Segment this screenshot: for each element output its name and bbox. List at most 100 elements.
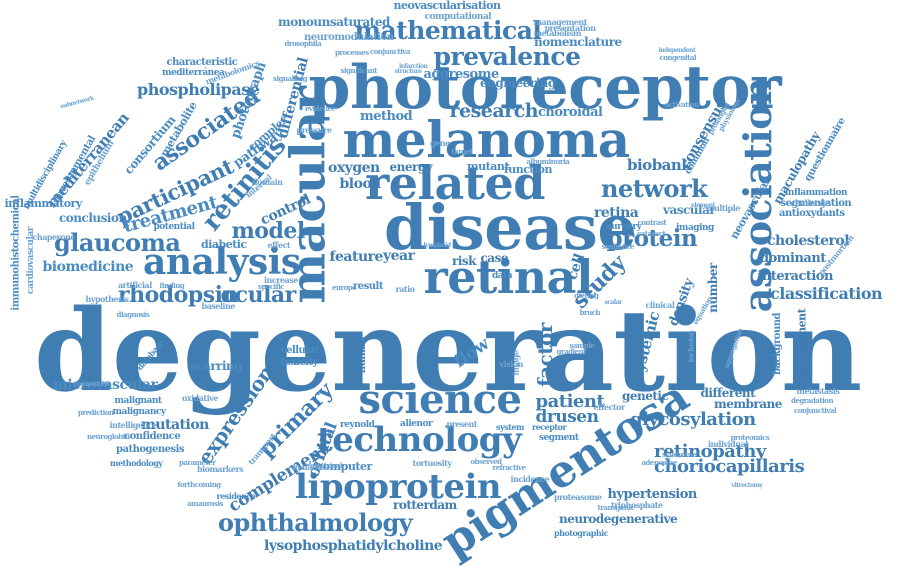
- word-inclusion: inclusion: [686, 330, 696, 362]
- word-conclusion: conclusion: [59, 211, 127, 225]
- word-protein: protein: [606, 224, 698, 252]
- word-contrast: contrast: [637, 217, 667, 227]
- word-cholesterol: cholesterol: [767, 233, 850, 249]
- word-aggresome: aggresome: [423, 66, 500, 82]
- word-science: science: [358, 376, 522, 423]
- word-classification: classification: [770, 284, 883, 303]
- word-cataract: cataract: [637, 228, 666, 238]
- word-vision: vision: [499, 359, 524, 369]
- word-result: result: [353, 281, 383, 292]
- word-observed: observed: [470, 456, 503, 466]
- word-vitrectomy: vitrectomy: [731, 482, 763, 489]
- word-proteasome: proteasome: [554, 492, 602, 502]
- word-rotterdam: rotterdam: [393, 498, 457, 512]
- word-interaction: interaction: [757, 268, 834, 284]
- word-maladies: maladies: [292, 462, 329, 472]
- word-patient: patient: [535, 391, 605, 412]
- word-clinical: clinical: [645, 300, 675, 310]
- word-specific: specific: [258, 281, 285, 291]
- word-signalling: signalling: [273, 73, 308, 83]
- word-scalar: scalar: [604, 299, 623, 306]
- word-methodology: methodology: [110, 458, 163, 468]
- word-proteomics: proteomics: [730, 432, 770, 442]
- word-presentation: presentation: [544, 23, 597, 33]
- word-computer: computer: [316, 459, 373, 473]
- word-system: system: [496, 422, 524, 432]
- word-different: different: [700, 386, 756, 400]
- word-bruch: bruch: [579, 307, 601, 317]
- word-confidence: confidence: [124, 431, 181, 442]
- word-mathematical: mathematical: [354, 15, 542, 45]
- word-neurodegenerative: neurodegenerative: [559, 512, 678, 526]
- word-prevalence: prevalence: [433, 41, 582, 71]
- word-lymphoid: lymphoid: [423, 242, 452, 249]
- word-biomarkers: biomarkers: [197, 464, 244, 474]
- word-incidence: incidence: [510, 474, 550, 484]
- word-artificial: artificial: [118, 280, 152, 290]
- word-computational: computational: [424, 11, 492, 22]
- word-congenital: congenital: [659, 52, 697, 62]
- word-retinal: retinal: [423, 250, 594, 304]
- word-receptor: receptor: [532, 422, 567, 432]
- word-microvascular: microvascular: [53, 377, 158, 393]
- word-mutant: mutant: [467, 159, 509, 173]
- word-neovascularisation: neovascularisation: [393, 0, 501, 12]
- word-ratio: ratio: [395, 284, 415, 294]
- word-blood: blood: [339, 176, 382, 192]
- word-glaucoma: glaucoma: [54, 228, 181, 257]
- word-infarction: infarction: [399, 63, 428, 70]
- word-adenosine: adenosine: [641, 457, 678, 467]
- word-engineering: engineering: [480, 76, 556, 90]
- word-sequence: sequence: [601, 241, 635, 251]
- word-management: management: [533, 17, 588, 27]
- word-human: human: [357, 336, 369, 374]
- word-domain: domain: [252, 177, 283, 187]
- word-membrane: membrane: [714, 397, 782, 411]
- word-method: method: [360, 108, 413, 124]
- word-pathogenesis: pathogenesis: [116, 444, 185, 455]
- word-drosophila: drosophila: [284, 38, 322, 48]
- word-nomenclature: nomenclature: [534, 35, 622, 49]
- word-albuminuria: albuminuria: [526, 156, 570, 166]
- word-gene: gene: [430, 138, 450, 148]
- word-neuromodulation: neuromodulation: [304, 32, 394, 43]
- word-toxicity: toxicity: [280, 357, 319, 368]
- word-cellular: cellular: [280, 345, 320, 356]
- word-gradient: gradient: [556, 346, 587, 356]
- word-choriocapillaris: choriocapillaris: [654, 456, 805, 477]
- word-dieting: dieting: [574, 290, 599, 300]
- word-electrical: electrical: [310, 460, 342, 470]
- word-amaurosis: amaurosis: [187, 498, 223, 508]
- word-vascular: vascular: [663, 203, 716, 217]
- word-rhodopsin: rhodopsin: [118, 282, 238, 308]
- word-antioxydants: antioxydants: [779, 208, 845, 219]
- word-energy: energy: [389, 160, 433, 174]
- word-sample: sample: [569, 340, 595, 350]
- word-inflammatory: inflammatory: [4, 196, 83, 210]
- word-drusen: drusen: [535, 406, 599, 427]
- word-case: case: [480, 251, 509, 265]
- word-melanoma: melanoma: [342, 110, 631, 169]
- word-feature: feature: [329, 249, 384, 265]
- word-oxidative: oxidative: [182, 393, 218, 403]
- word-competition: competition: [74, 381, 110, 388]
- word-immunohistochemical: immunohistochemical: [10, 195, 22, 311]
- word-residence: residence: [216, 491, 256, 501]
- word-segmentation: segmentation: [780, 198, 852, 209]
- word-photographic: photographic: [554, 528, 609, 538]
- word-subnetwork: subnetwork: [59, 94, 95, 111]
- word-photoreceptor: photoreceptor: [308, 53, 782, 123]
- word-characteristic: characteristic: [166, 57, 238, 68]
- word-triphosphate: triphosphate: [611, 500, 663, 510]
- word-diabetic: diabetic: [201, 237, 247, 251]
- word-forthcoming: forthcoming: [177, 479, 222, 489]
- word-neuroglobin: neuroglobin: [87, 431, 130, 441]
- word-year: year: [383, 248, 415, 264]
- word-monounsaturated: monounsaturated: [278, 15, 390, 29]
- word-ophthalmology: ophthalmology: [218, 508, 413, 537]
- word-parameter: parameter: [179, 457, 216, 467]
- word-target: target: [451, 146, 474, 156]
- word-development: development: [795, 308, 809, 382]
- word-oxygen: oxygen: [328, 160, 380, 176]
